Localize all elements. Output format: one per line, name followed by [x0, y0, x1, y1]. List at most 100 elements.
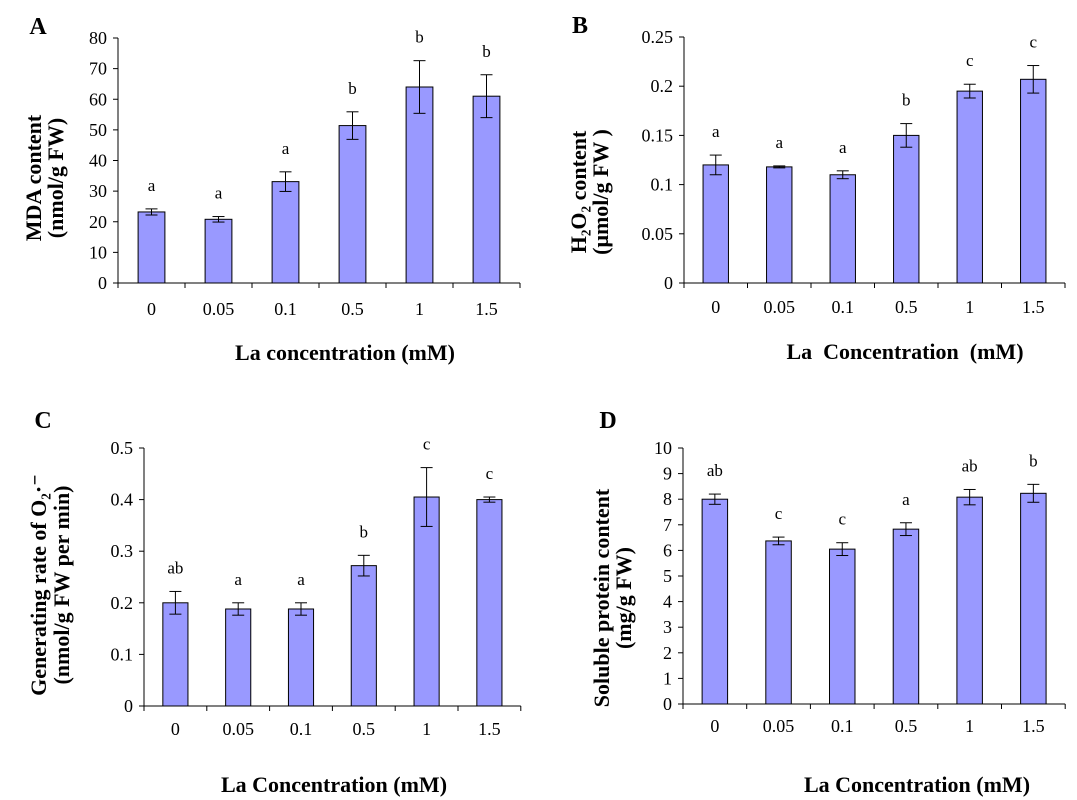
y-tick-label: 2: [663, 643, 672, 663]
y-tick-label: 60: [89, 89, 107, 109]
y-tick-label: 0.3: [111, 541, 134, 561]
y-tick-label: 80: [89, 28, 107, 48]
significance-label: c: [966, 51, 974, 70]
x-tick-label: 1: [415, 299, 424, 319]
y-tick-label: 0.5: [111, 438, 134, 458]
significance-label: b: [360, 522, 369, 541]
bar: [225, 608, 252, 707]
x-tick-label: 1: [422, 719, 431, 739]
significance-label: b: [415, 28, 424, 47]
x-tick-label: 0.5: [341, 299, 364, 319]
bar: [956, 496, 983, 705]
bar: [829, 548, 856, 705]
y-tick-label: 6: [663, 540, 672, 560]
y-tick-label: 4: [663, 592, 672, 612]
bar: [893, 134, 920, 284]
y-axis-title: (nmol/g FW): [43, 118, 68, 238]
x-axis-title: La Concentration (mM): [786, 339, 1023, 364]
y-axis-title: (mg/g FW): [611, 547, 636, 649]
error-bar: [295, 602, 307, 616]
bar: [1020, 78, 1047, 284]
error-bar: [212, 216, 225, 223]
y-tick-label: 7: [663, 515, 672, 535]
error-bar: [145, 208, 158, 216]
significance-label: b: [1029, 451, 1038, 470]
y-tick-label: 40: [89, 151, 107, 171]
y-tick-label: 0.15: [642, 125, 674, 145]
error-bar: [836, 170, 849, 180]
x-tick-label: 0: [171, 719, 180, 739]
error-bar: [772, 536, 785, 546]
y-tick-label: 30: [89, 181, 107, 201]
y-tick-label: 10: [654, 438, 672, 458]
bar: [405, 86, 434, 284]
panel-b: B H₂O₂ content(μmol/g FW ) La Concentratio…: [566, 13, 1066, 364]
x-tick-label: 0: [711, 297, 720, 317]
y-axis-title: H₂O₂ content: [566, 130, 591, 253]
bar: [287, 608, 315, 707]
y-axis-title: (μmol/g FW ): [588, 129, 613, 255]
panel-d: D Soluble protein content(mg/g FW) La Conc…: [589, 408, 1066, 797]
panel-c: C Generating rate of O₂·⁻(nmol/g FW per m…: [26, 408, 522, 797]
significance-label: c: [838, 510, 846, 529]
y-tick-label: 9: [663, 464, 672, 484]
error-bar: [1027, 65, 1040, 94]
bar: [766, 166, 793, 284]
error-bar: [346, 111, 359, 140]
bar: [204, 218, 233, 284]
bar: [271, 181, 300, 284]
bar: [765, 540, 792, 705]
error-bar: [963, 488, 976, 506]
significance-label: a: [839, 138, 847, 157]
significance-label: ab: [962, 456, 978, 475]
bar: [476, 499, 503, 707]
y-tick-label: 20: [89, 212, 107, 232]
x-tick-label: 0.05: [763, 716, 795, 736]
x-tick-label: 0.1: [274, 299, 297, 319]
significance-label: a: [282, 139, 290, 158]
bar: [338, 125, 367, 284]
significance-label: c: [423, 435, 431, 454]
significance-label: b: [902, 91, 911, 110]
bar: [829, 174, 856, 284]
error-bar: [413, 60, 426, 114]
y-tick-label: 10: [89, 242, 107, 262]
y-tick-label: 0: [98, 273, 107, 293]
bar: [1020, 492, 1047, 705]
error-bar: [773, 165, 786, 169]
y-tick-label: 3: [663, 617, 672, 637]
significance-label: a: [148, 176, 156, 195]
significance-label: a: [775, 133, 783, 152]
significance-label: ab: [707, 461, 723, 480]
x-axis-title: La Concentration (mM): [804, 772, 1030, 797]
error-bar: [836, 542, 849, 557]
bar: [701, 498, 729, 705]
bar: [350, 565, 377, 707]
x-tick-label: 1: [965, 297, 974, 317]
significance-label: a: [234, 570, 242, 589]
error-bar: [480, 74, 493, 119]
error-bar: [963, 83, 976, 99]
significance-label: c: [775, 504, 783, 523]
y-axis-title: Soluble protein content: [589, 488, 614, 707]
y-axis-title: MDA content: [21, 114, 46, 241]
x-tick-label: 0.05: [222, 719, 254, 739]
error-bar: [420, 467, 433, 527]
y-tick-label: 70: [89, 59, 107, 79]
x-tick-label: 1.5: [478, 719, 501, 739]
x-tick-label: 0.05: [203, 299, 235, 319]
x-tick-label: 0.05: [764, 297, 796, 317]
panel-label: D: [599, 408, 616, 434]
x-tick-label: 0.1: [831, 716, 854, 736]
y-tick-label: 0: [663, 694, 672, 714]
error-bar: [1027, 483, 1040, 503]
error-bar: [169, 590, 182, 615]
x-tick-label: 1: [965, 716, 974, 736]
x-tick-label: 1.5: [1022, 297, 1045, 317]
y-tick-label: 0.2: [651, 76, 674, 96]
significance-label: b: [482, 42, 491, 61]
error-bar: [708, 493, 721, 505]
bar: [702, 164, 729, 284]
y-tick-label: 0: [124, 696, 133, 716]
